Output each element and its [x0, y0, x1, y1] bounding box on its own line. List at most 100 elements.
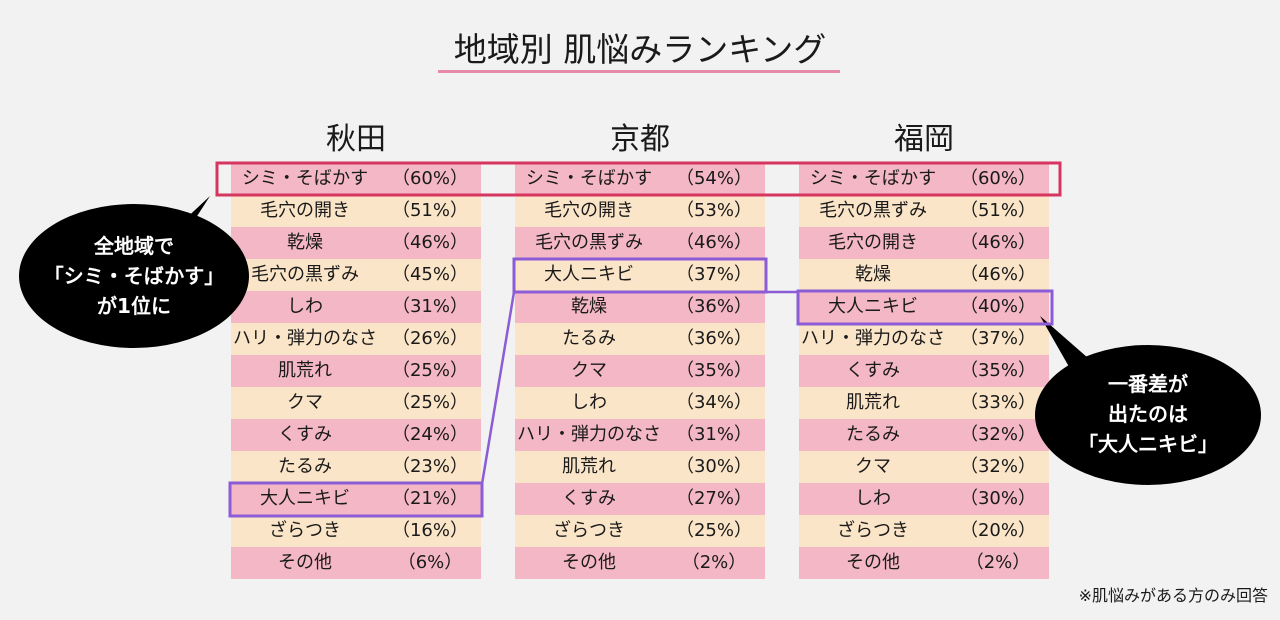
- ranking-row: 大人ニキビ （37%）: [515, 259, 765, 291]
- ranking-row: 乾燥 （36%）: [515, 291, 765, 323]
- ranking-item-label: その他: [846, 552, 900, 573]
- ranking-item-percent: （23%）: [391, 456, 468, 477]
- ranking-item-percent: （36%）: [675, 296, 752, 317]
- ranking-item-percent: （37%）: [675, 264, 752, 285]
- ranking-row: 毛穴の黒ずみ （51%）: [799, 195, 1049, 227]
- ranking-item-label: クマ: [287, 392, 323, 413]
- ranking-item-percent: （60%）: [959, 168, 1036, 189]
- ranking-row: 肌荒れ （25%）: [231, 355, 481, 387]
- ranking-row: その他 （2%）: [515, 547, 765, 579]
- ranking-item-label: たるみ: [846, 424, 900, 445]
- ranking-item-percent: （35%）: [675, 360, 752, 381]
- ranking-item-label: たるみ: [278, 456, 332, 477]
- ranking-item-label: しわ: [571, 392, 607, 413]
- ranking-item-label: くすみ: [562, 488, 616, 509]
- ranking-row: 毛穴の開き （51%）: [231, 195, 481, 227]
- ranking-item-percent: （2%）: [681, 552, 747, 573]
- ranking-item-percent: （24%）: [391, 424, 468, 445]
- ranking-item-percent: （54%）: [675, 168, 752, 189]
- ranking-column-fukuoka: シミ・そばかす （60%） 毛穴の黒ずみ （51%） 毛穴の開き （46%） 乾燥 （46%）…: [799, 163, 1049, 579]
- ranking-row: ざらつき （16%）: [231, 515, 481, 547]
- ranking-item-label: ハリ・弾力のなさ: [517, 424, 661, 445]
- highlight-purple-akita: [228, 481, 484, 518]
- ranking-item-label: ハリ・弾力のなさ: [801, 328, 945, 349]
- ranking-item-percent: （34%）: [675, 392, 752, 413]
- ranking-item-label: くすみ: [278, 424, 332, 445]
- ranking-row: 肌荒れ （30%）: [515, 451, 765, 483]
- highlight-purple-fukuoka: [796, 289, 1054, 326]
- ranking-row: ざらつき （20%）: [799, 515, 1049, 547]
- ranking-item-percent: （2%）: [965, 552, 1031, 573]
- ranking-row: その他 （6%）: [231, 547, 481, 579]
- ranking-item-percent: （25%）: [391, 392, 468, 413]
- footnote: ※肌悩みがある方のみ回答: [1078, 586, 1268, 605]
- ranking-item-percent: （30%）: [675, 456, 752, 477]
- ranking-item-label: シミ・そばかす: [809, 168, 937, 189]
- ranking-row: 毛穴の黒ずみ （46%）: [515, 227, 765, 259]
- ranking-row: たるみ （23%）: [231, 451, 481, 483]
- region-name-akita: 秋田: [326, 122, 386, 157]
- callout-right-line-1: 一番差が: [1108, 372, 1188, 396]
- ranking-item-label: しわ: [855, 488, 891, 509]
- ranking-item-percent: （35%）: [959, 360, 1036, 381]
- callout-right-line-3: 「大人ニキビ」: [1078, 432, 1218, 456]
- ranking-item-label: 毛穴の開き: [544, 200, 634, 221]
- ranking-item-percent: （30%）: [959, 488, 1036, 509]
- ranking-item-percent: （40%）: [959, 296, 1036, 317]
- ranking-item-percent: （45%）: [391, 264, 468, 285]
- ranking-item-percent: （31%）: [675, 424, 752, 445]
- ranking-item-label: 毛穴の黒ずみ: [251, 264, 359, 285]
- title-underline: [438, 70, 840, 73]
- ranking-item-label: クマ: [571, 360, 607, 381]
- ranking-item-label: ざらつき: [269, 520, 341, 541]
- ranking-item-percent: （6%）: [397, 552, 463, 573]
- ranking-item-label: 大人ニキビ: [260, 488, 350, 509]
- ranking-item-label: ざらつき: [553, 520, 625, 541]
- ranking-item-percent: （25%）: [391, 360, 468, 381]
- ranking-item-label: 毛穴の黒ずみ: [535, 232, 643, 253]
- ranking-row: くすみ （35%）: [799, 355, 1049, 387]
- chart-title: 地域別 肌悩みランキング: [453, 30, 827, 69]
- ranking-row: しわ （34%）: [515, 387, 765, 419]
- ranking-item-label: ハリ・弾力のなさ: [233, 328, 377, 349]
- callout-left-text: 全地域で 「シミ・そばかす」 が1位に: [24, 231, 244, 321]
- ranking-row: 毛穴の黒ずみ （45%）: [231, 259, 481, 291]
- region-name-fukuoka: 福岡: [894, 122, 954, 157]
- ranking-item-percent: （32%）: [959, 456, 1036, 477]
- ranking-row: ハリ・弾力のなさ （37%）: [799, 323, 1049, 355]
- ranking-row: 大人ニキビ （40%）: [799, 291, 1049, 323]
- ranking-item-percent: （51%）: [959, 200, 1036, 221]
- ranking-item-percent: （27%）: [675, 488, 752, 509]
- ranking-row: シミ・そばかす （60%）: [231, 163, 481, 195]
- ranking-item-label: シミ・そばかす: [241, 168, 369, 189]
- ranking-item-percent: （53%）: [675, 200, 752, 221]
- ranking-item-percent: （46%）: [959, 264, 1036, 285]
- ranking-row: ハリ・弾力のなさ （26%）: [231, 323, 481, 355]
- ranking-item-label: 肌荒れ: [562, 456, 616, 477]
- ranking-row: くすみ （27%）: [515, 483, 765, 515]
- ranking-item-label: その他: [278, 552, 332, 573]
- ranking-row: シミ・そばかす （60%）: [799, 163, 1049, 195]
- highlight-red-top-row: [215, 161, 1062, 197]
- ranking-item-label: 毛穴の黒ずみ: [819, 200, 927, 221]
- ranking-item-label: しわ: [287, 296, 323, 317]
- ranking-row: 大人ニキビ （21%）: [231, 483, 481, 515]
- ranking-row: 毛穴の開き （53%）: [515, 195, 765, 227]
- ranking-row: 乾燥 （46%）: [231, 227, 481, 259]
- region-name-kyoto: 京都: [610, 122, 670, 157]
- ranking-item-label: その他: [562, 552, 616, 573]
- ranking-item-percent: （21%）: [391, 488, 468, 509]
- ranking-item-percent: （33%）: [959, 392, 1036, 413]
- ranking-item-label: 乾燥: [571, 296, 607, 317]
- ranking-row: クマ （32%）: [799, 451, 1049, 483]
- callout-bubble-right: [1040, 316, 1088, 372]
- ranking-item-label: ざらつき: [837, 520, 909, 541]
- ranking-row: くすみ （24%）: [231, 419, 481, 451]
- highlight-purple-kyoto: [512, 257, 768, 294]
- callout-right-line-2: 出たのは: [1108, 402, 1188, 426]
- ranking-item-percent: （60%）: [391, 168, 468, 189]
- ranking-item-label: たるみ: [562, 328, 616, 349]
- ranking-item-label: 肌荒れ: [278, 360, 332, 381]
